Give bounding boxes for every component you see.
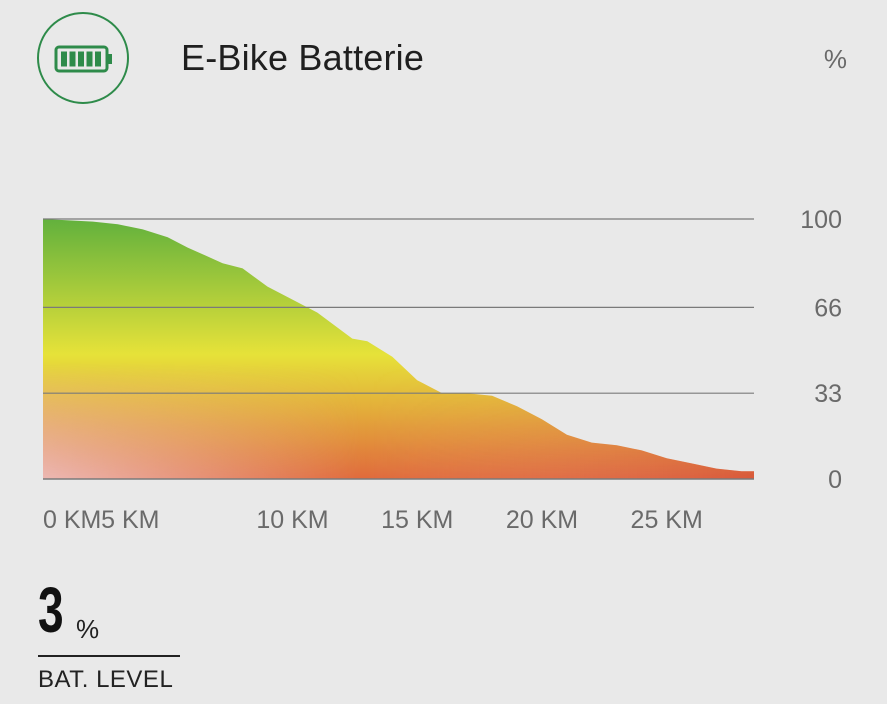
battery-level-value: 3 (38, 574, 64, 646)
x-tick-label: 25 KM (631, 506, 703, 534)
x-tick-label: 15 KM (381, 506, 453, 534)
battery-level-label: BAT. LEVEL (38, 666, 174, 693)
x-tick-label: 5 KM (101, 506, 159, 534)
y-tick-label: 33 (814, 380, 842, 408)
page-title: E-Bike Batterie (181, 37, 425, 78)
stat-divider (38, 655, 180, 657)
battery-area-shade (43, 219, 754, 479)
y-tick-label: 66 (814, 294, 842, 322)
y-tick-label: 100 (800, 206, 842, 234)
x-tick-label: 0 KM (43, 506, 101, 534)
y-tick-label: 0 (828, 466, 842, 494)
battery-level-unit: % (76, 614, 100, 644)
x-tick-label: 10 KM (256, 506, 328, 534)
battery-area-chart: 100 66 33 0 0 KM 5 KM 10 KM 15 KM 20 KM 25 KM (43, 206, 842, 534)
battery-full-icon (37, 12, 129, 104)
x-tick-label: 20 KM (506, 506, 578, 534)
unit-label: % (823, 44, 847, 74)
